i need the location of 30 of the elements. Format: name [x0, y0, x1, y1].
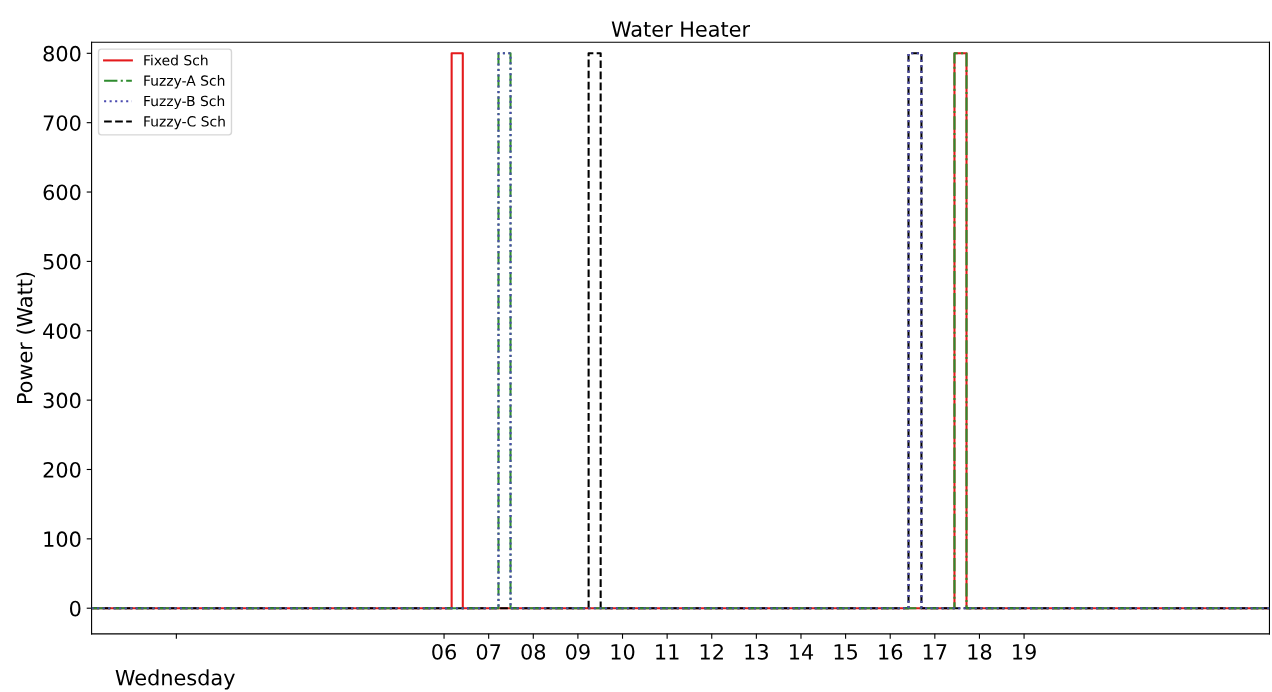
- x-axis-title: Wednesday: [115, 669, 235, 690]
- x-tick-label: 17: [923, 644, 947, 660]
- x-tick-label: 15: [834, 644, 858, 660]
- chart-title: Water Heater: [611, 21, 751, 37]
- y-tick-label: 200: [43, 461, 81, 478]
- y-axis-title: Power (Watt): [16, 272, 35, 404]
- y-tick-label: 100: [44, 531, 81, 548]
- x-tick-label: 07: [476, 643, 501, 660]
- legend-label: Fuzzy-B Sch: [144, 95, 225, 109]
- y-tick-label: 600: [43, 184, 81, 201]
- x-tick-label: 12: [700, 643, 723, 660]
- y-tick-label: 0: [69, 600, 81, 617]
- legend-label: Fuzzy-A Sch: [144, 75, 225, 89]
- y-tick-label: 400: [43, 323, 81, 339]
- legend-label: Fixed Sch: [144, 54, 208, 66]
- x-tick-label: 16: [879, 643, 903, 660]
- y-tick-label: 300: [43, 392, 81, 409]
- x-tick-label: 13: [745, 643, 768, 660]
- y-tick-label: 500: [43, 253, 81, 270]
- legend-label: Fuzzy-C Sch: [144, 115, 225, 130]
- x-tick-label: 09: [566, 643, 590, 660]
- x-tick-label: 18: [968, 643, 992, 660]
- x-tick-label: 08: [521, 643, 546, 660]
- x-tick-label: 19: [1013, 643, 1036, 660]
- x-tick-label: 06: [432, 643, 456, 660]
- y-tick-label: 700: [43, 115, 81, 131]
- x-tick-label: 10: [611, 643, 635, 660]
- y-tick-label: 800: [43, 45, 81, 62]
- x-tick-label: 11: [656, 644, 679, 660]
- x-tick-label: 14: [790, 644, 814, 660]
